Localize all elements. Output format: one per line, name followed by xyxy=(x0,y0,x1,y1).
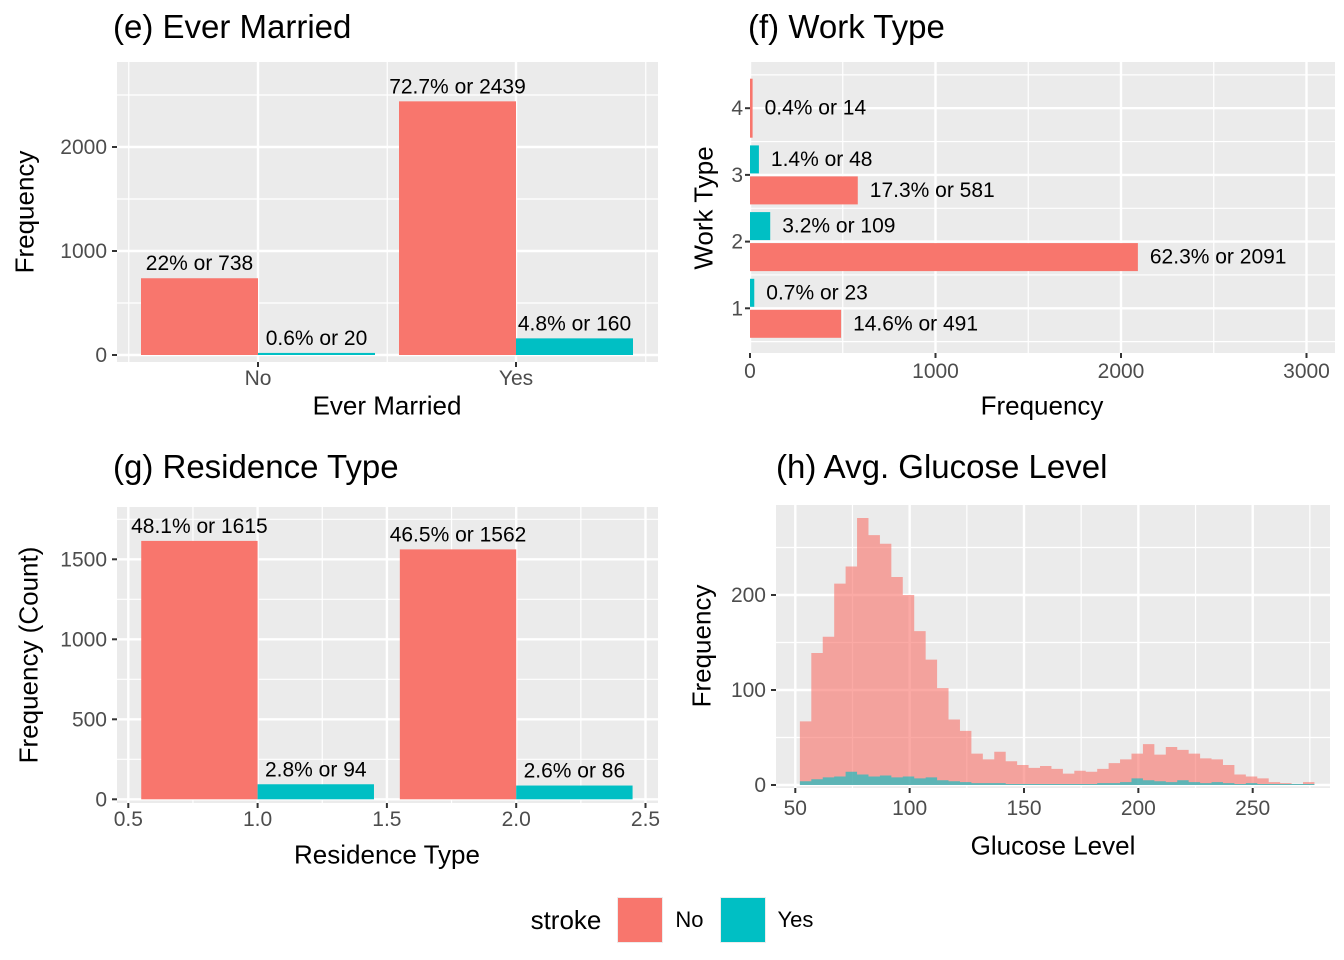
bar-label: 22% or 738 xyxy=(146,252,253,275)
tick-label: 0.5 xyxy=(114,808,143,831)
panel-h-plot: 0 100 200 50 100 150 200 250 xyxy=(731,505,1330,820)
panel-background xyxy=(750,62,1335,353)
panel-e-plot: 22% or 738 0.6% or 20 72.7% or 2439 4.8% or… xyxy=(60,62,658,390)
tick-label: 0 xyxy=(95,344,107,367)
panel-ever-married: 22% or 738 0.6% or 20 72.7% or 2439 4.8% or… xyxy=(0,0,672,440)
bar-no xyxy=(399,101,516,356)
tick-label: 200 xyxy=(731,584,766,607)
tick-label: 200 xyxy=(1121,797,1156,820)
tick-label: 2 xyxy=(731,231,743,254)
tick-label: 2.0 xyxy=(502,808,531,831)
bar-label: 2.6% or 86 xyxy=(524,760,626,783)
bar-no xyxy=(750,78,753,138)
tick-label: 250 xyxy=(1235,797,1270,820)
bar-no xyxy=(399,549,517,800)
bar-label: 62.3% or 2091 xyxy=(1150,246,1287,269)
panel-h-x-axis-title: Glucose Level xyxy=(970,830,1136,861)
panel-e-y-axis-title: Frequency xyxy=(9,150,40,274)
bar-label: 17.3% or 581 xyxy=(870,179,995,202)
panel-f-x-axis-title: Frequency xyxy=(980,390,1104,421)
tick-label: 150 xyxy=(1006,797,1041,820)
bar-label: 48.1% or 1615 xyxy=(131,515,268,538)
tick-label: 3000 xyxy=(1283,360,1330,383)
bar-label: 2.8% or 94 xyxy=(265,758,367,781)
bar-yes xyxy=(516,338,633,355)
tick-label: 500 xyxy=(72,708,107,731)
legend-key-yes-swatch xyxy=(719,897,766,943)
panel-h-title: (h) Avg. Glucose Level xyxy=(776,448,1108,485)
histogram-yes xyxy=(799,771,1315,785)
tick-label: 0 xyxy=(754,774,766,797)
panel-f-plot: 0.7% or 23 14.6% or 491 3.2% or 109 62.3% o… xyxy=(731,62,1335,383)
bar-yes xyxy=(258,352,375,355)
tick-label: Yes xyxy=(499,367,533,390)
bar-label: 72.7% or 2439 xyxy=(389,75,526,98)
tick-label: 1 xyxy=(731,297,743,320)
bar-label: 4.8% or 160 xyxy=(518,312,631,335)
tick-label: 100 xyxy=(731,679,766,702)
tick-label: No xyxy=(245,367,272,390)
bar-yes xyxy=(516,785,633,800)
tick-label: 4 xyxy=(731,97,743,120)
legend-item-no: No xyxy=(617,897,704,943)
panel-g-title: (g) Residence Type xyxy=(113,448,399,485)
bar-no xyxy=(141,278,258,355)
bar-label: 46.5% or 1562 xyxy=(390,523,527,546)
legend-item-yes: Yes xyxy=(719,897,814,943)
bar-no xyxy=(750,176,858,205)
legend-label-yes: Yes xyxy=(777,907,814,932)
tick-label: 2000 xyxy=(1098,360,1145,383)
legend-key-no-swatch xyxy=(617,897,664,943)
legend-label-no: No xyxy=(675,907,704,932)
tick-label: 0 xyxy=(95,788,107,811)
tick-label: 1.5 xyxy=(372,808,401,831)
panel-f-y-axis-title: Work Type xyxy=(688,146,719,270)
bar-label: 0.6% or 20 xyxy=(266,327,368,350)
histogram-no xyxy=(799,518,1315,785)
bar-label: 3.2% or 109 xyxy=(782,215,895,238)
bar-label: 1.4% or 48 xyxy=(771,148,873,171)
bar-yes xyxy=(750,212,771,241)
legend-title: stroke xyxy=(530,904,602,935)
tick-label: 3 xyxy=(731,164,743,187)
panel-g-y-axis-title: Frequency (Count) xyxy=(13,546,44,764)
bar-label: 14.6% or 491 xyxy=(853,312,978,335)
panel-g-x-axis-title: Residence Type xyxy=(294,839,480,870)
panel-e-title: (e) Ever Married xyxy=(113,8,352,45)
tick-label: 100 xyxy=(892,797,927,820)
bar-label: 0.7% or 23 xyxy=(766,281,868,304)
panel-residence-type: 48.1% or 1615 2.8% or 94 46.5% or 1562 2.6%… xyxy=(0,440,672,880)
bar-label: 0.4% or 14 xyxy=(765,97,867,120)
tick-label: 0 xyxy=(744,360,756,383)
tick-label: 1000 xyxy=(912,360,959,383)
panel-h-y-axis-title: Frequency xyxy=(686,584,717,708)
tick-label: 2.5 xyxy=(631,808,660,831)
tick-label: 1000 xyxy=(60,628,107,651)
tick-label: 1000 xyxy=(60,240,107,263)
tick-label: 1500 xyxy=(60,548,107,571)
bar-no xyxy=(141,540,258,800)
bar-no xyxy=(750,309,842,338)
panel-work-type: 0.7% or 23 14.6% or 491 3.2% or 109 62.3% o… xyxy=(672,0,1344,440)
tick-label: 50 xyxy=(784,797,807,820)
panel-e-x-axis-title: Ever Married xyxy=(312,390,462,421)
tick-label: 2000 xyxy=(60,136,107,159)
panel-g-plot: 48.1% or 1615 2.8% or 94 46.5% or 1562 2.6%… xyxy=(60,507,660,831)
panel-avg-glucose-level: 0 100 200 50 100 150 200 250 (h) Avg. Glucose L… xyxy=(672,440,1344,880)
tick-label: 1.0 xyxy=(243,808,272,831)
panel-f-title: (f) Work Type xyxy=(748,8,945,45)
bar-no xyxy=(750,243,1138,272)
stroke-legend: stroke No Yes xyxy=(0,880,1344,960)
bar-yes xyxy=(750,278,755,307)
bar-yes xyxy=(750,145,759,174)
bar-yes xyxy=(257,784,374,800)
